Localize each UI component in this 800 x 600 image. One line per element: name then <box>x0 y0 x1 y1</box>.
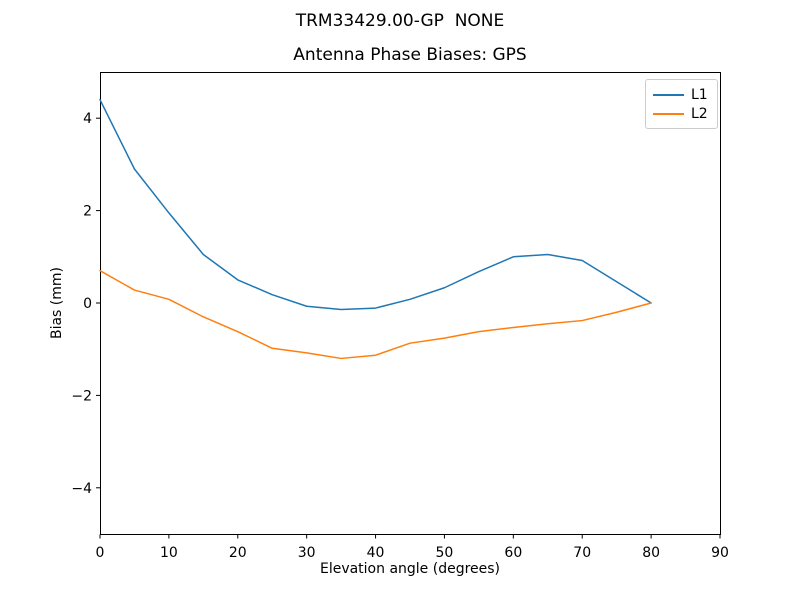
l2-line-swatch <box>653 112 684 115</box>
svg-text:4: 4 <box>83 111 92 127</box>
svg-text:70: 70 <box>573 545 591 561</box>
svg-text:80: 80 <box>642 545 660 561</box>
svg-text:50: 50 <box>436 545 454 561</box>
svg-text:10: 10 <box>160 545 178 561</box>
svg-text:60: 60 <box>504 545 522 561</box>
svg-text:90: 90 <box>711 545 729 561</box>
chart-title: Antenna Phase Biases: GPS <box>293 45 527 65</box>
svg-text:0: 0 <box>96 545 105 561</box>
legend-label-l2: L2 <box>691 105 708 122</box>
x-axis-label: Elevation angle (degrees) <box>319 561 501 577</box>
l1-line-swatch <box>653 93 684 96</box>
svg-text:40: 40 <box>367 545 385 561</box>
svg-text:2: 2 <box>83 204 92 220</box>
svg-text:−4: −4 <box>71 481 92 497</box>
svg-text:0: 0 <box>83 296 92 312</box>
svg-text:−2: −2 <box>71 388 92 404</box>
y-axis-label: Bias (mm) <box>49 266 65 340</box>
legend-item-l1: L1 <box>653 85 710 104</box>
svg-text:30: 30 <box>298 545 316 561</box>
svg-text:20: 20 <box>229 545 247 561</box>
legend-label-l1: L1 <box>691 86 708 103</box>
legend: L1 L2 <box>645 79 718 129</box>
legend-item-l2: L2 <box>653 104 710 123</box>
figure-suptitle: TRM33429.00-GP NONE <box>295 11 505 31</box>
